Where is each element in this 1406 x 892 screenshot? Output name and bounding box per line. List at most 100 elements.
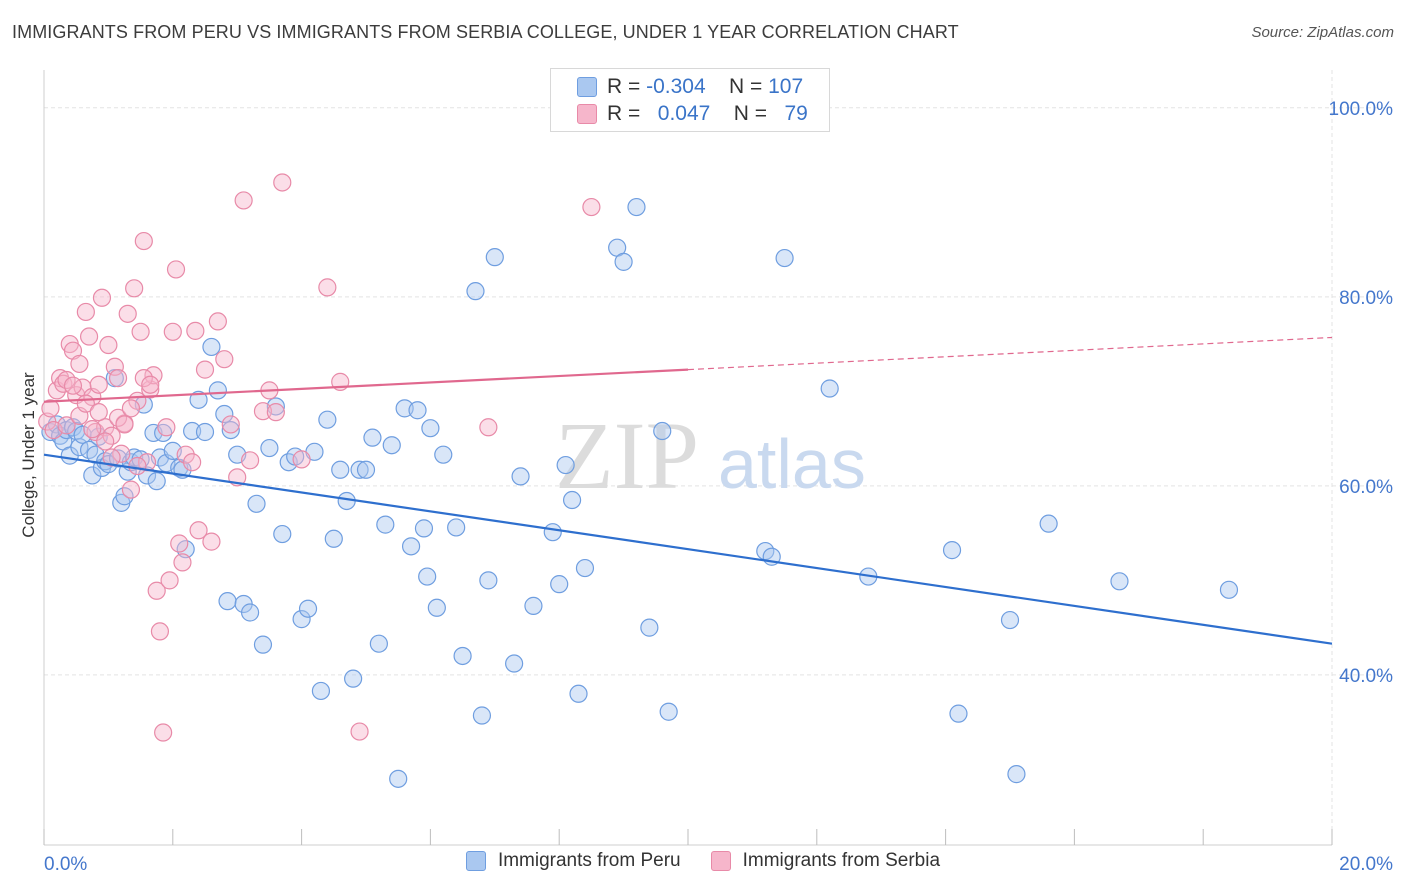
- peru-point-78: [447, 518, 466, 537]
- serbia-point-23: [112, 444, 131, 463]
- serbia-point-13: [79, 327, 99, 346]
- serbia-point-21: [105, 357, 124, 376]
- legend-item-peru[interactable]: Immigrants from Peru: [465, 850, 681, 872]
- peru-point-28: [147, 472, 166, 491]
- peru-point-60: [331, 460, 350, 479]
- serbia-point-71: [96, 432, 115, 451]
- peru-point-102: [820, 379, 839, 398]
- peru-point-48: [253, 635, 273, 654]
- peru-point-94: [614, 252, 633, 271]
- peru-point-101: [775, 248, 794, 268]
- peru-point-91: [569, 684, 588, 703]
- serbia-point-57: [266, 403, 285, 422]
- peru-point-49: [260, 438, 279, 458]
- serbia-point-74: [115, 415, 134, 434]
- peru-point-20: [115, 487, 134, 506]
- peru-point-68: [382, 436, 401, 455]
- serbia-point-36: [154, 723, 173, 742]
- serbia-point-27: [125, 279, 144, 298]
- peru-swatch: [577, 77, 597, 97]
- y-axis-label: College, Under 1 year: [19, 372, 38, 538]
- serbia-point-69: [83, 420, 102, 439]
- serbia-point-42: [173, 553, 192, 572]
- serbia-point-78: [141, 375, 160, 394]
- peru-point-74: [418, 567, 437, 586]
- peru-point-36: [183, 421, 202, 441]
- peru-point-38: [195, 422, 215, 442]
- peru-point-104: [942, 541, 962, 560]
- stats-legend: R = -0.304 N = 107 R = 0.047 N = 79: [550, 68, 830, 132]
- serbia-r-label: R =: [607, 102, 641, 125]
- legend-item-serbia[interactable]: Immigrants from Serbia: [710, 850, 941, 872]
- serbia-point-38: [160, 571, 179, 590]
- peru-point-83: [485, 248, 504, 267]
- serbia-point-39: [163, 322, 182, 341]
- peru-point-98: [659, 702, 678, 721]
- watermark: ZIP atlas: [555, 402, 866, 509]
- y-tick-label-100: 100.0%: [1329, 99, 1394, 120]
- peru-point-43: [221, 420, 240, 440]
- peru-point-77: [434, 445, 453, 464]
- peru-point-69: [389, 769, 408, 788]
- serbia-point-63: [479, 418, 498, 437]
- peru-point-40: [208, 381, 227, 400]
- chart-title: IMMIGRANTS FROM PERU VS IMMIGRANTS FROM …: [12, 22, 959, 42]
- serbia-point-32: [141, 380, 160, 399]
- axes: [43, 70, 1333, 846]
- peru-point-58: [318, 410, 337, 429]
- serbia-n-label: N =: [733, 102, 767, 125]
- peru-point-65: [363, 428, 382, 447]
- legend-swatch-serbia: [710, 851, 731, 871]
- serbia-point-58: [273, 173, 292, 192]
- legend-label-serbia: Immigrants from Serbia: [742, 850, 941, 871]
- legend-swatch-peru: [465, 851, 486, 871]
- serbia-point-76: [128, 456, 147, 476]
- serbia-point-29: [131, 322, 150, 341]
- serbia-point-10: [70, 354, 89, 374]
- peru-point-110: [1219, 580, 1239, 599]
- serbia-point-64: [582, 197, 601, 217]
- x-tick-label-end: 20.0%: [1339, 854, 1393, 875]
- tick-labels: 40.0% 60.0% 80.0% 100.0% 0.0% 20.0%: [44, 99, 1393, 875]
- peru-point-96: [640, 618, 659, 637]
- serbia-point-59: [292, 450, 311, 469]
- serbia-point-77: [134, 369, 153, 388]
- serbia-point-75: [121, 399, 141, 418]
- peru-point-108: [1039, 514, 1058, 533]
- serbia-point-49: [208, 312, 227, 331]
- peru-n-label: N =: [729, 75, 763, 98]
- serbia-point-54: [240, 451, 260, 470]
- peru-point-90: [562, 490, 582, 510]
- source-credit: Source: ZipAtlas.com: [1251, 24, 1394, 41]
- peru-point-85: [511, 467, 530, 486]
- stats-row-peru: R = -0.304 N = 107: [577, 74, 803, 100]
- peru-point-41: [215, 404, 234, 424]
- peru-trend-line: [43, 453, 1333, 645]
- serbia-point-66: [63, 376, 83, 395]
- peru-point-92: [575, 558, 595, 578]
- peru-point-87: [543, 523, 562, 542]
- peru-point-97: [653, 421, 672, 441]
- peru-point-37: [189, 390, 208, 409]
- peru-point-106: [1000, 610, 1020, 630]
- peru-r-label: R =: [607, 75, 641, 98]
- serbia-point-73: [108, 408, 128, 427]
- series-peru-points: [41, 197, 1239, 788]
- serbia-point-50: [215, 350, 234, 369]
- peru-point-59: [324, 529, 343, 548]
- serbia-trend-line: [43, 368, 689, 403]
- legend-label-peru: Immigrants from Peru: [497, 850, 681, 871]
- serbia-swatch: [577, 104, 597, 124]
- peru-point-75: [421, 419, 440, 438]
- serbia-point-72: [102, 448, 121, 467]
- watermark-atlas: atlas: [718, 425, 866, 503]
- peru-point-86: [524, 596, 543, 615]
- peru-point-73: [414, 519, 434, 538]
- peru-point-57: [311, 681, 331, 701]
- peru-point-82: [479, 571, 498, 590]
- serbia-point-30: [134, 231, 153, 251]
- peru-point-80: [466, 282, 485, 301]
- serbia-point-44: [183, 453, 202, 472]
- serbia-point-12: [76, 302, 95, 322]
